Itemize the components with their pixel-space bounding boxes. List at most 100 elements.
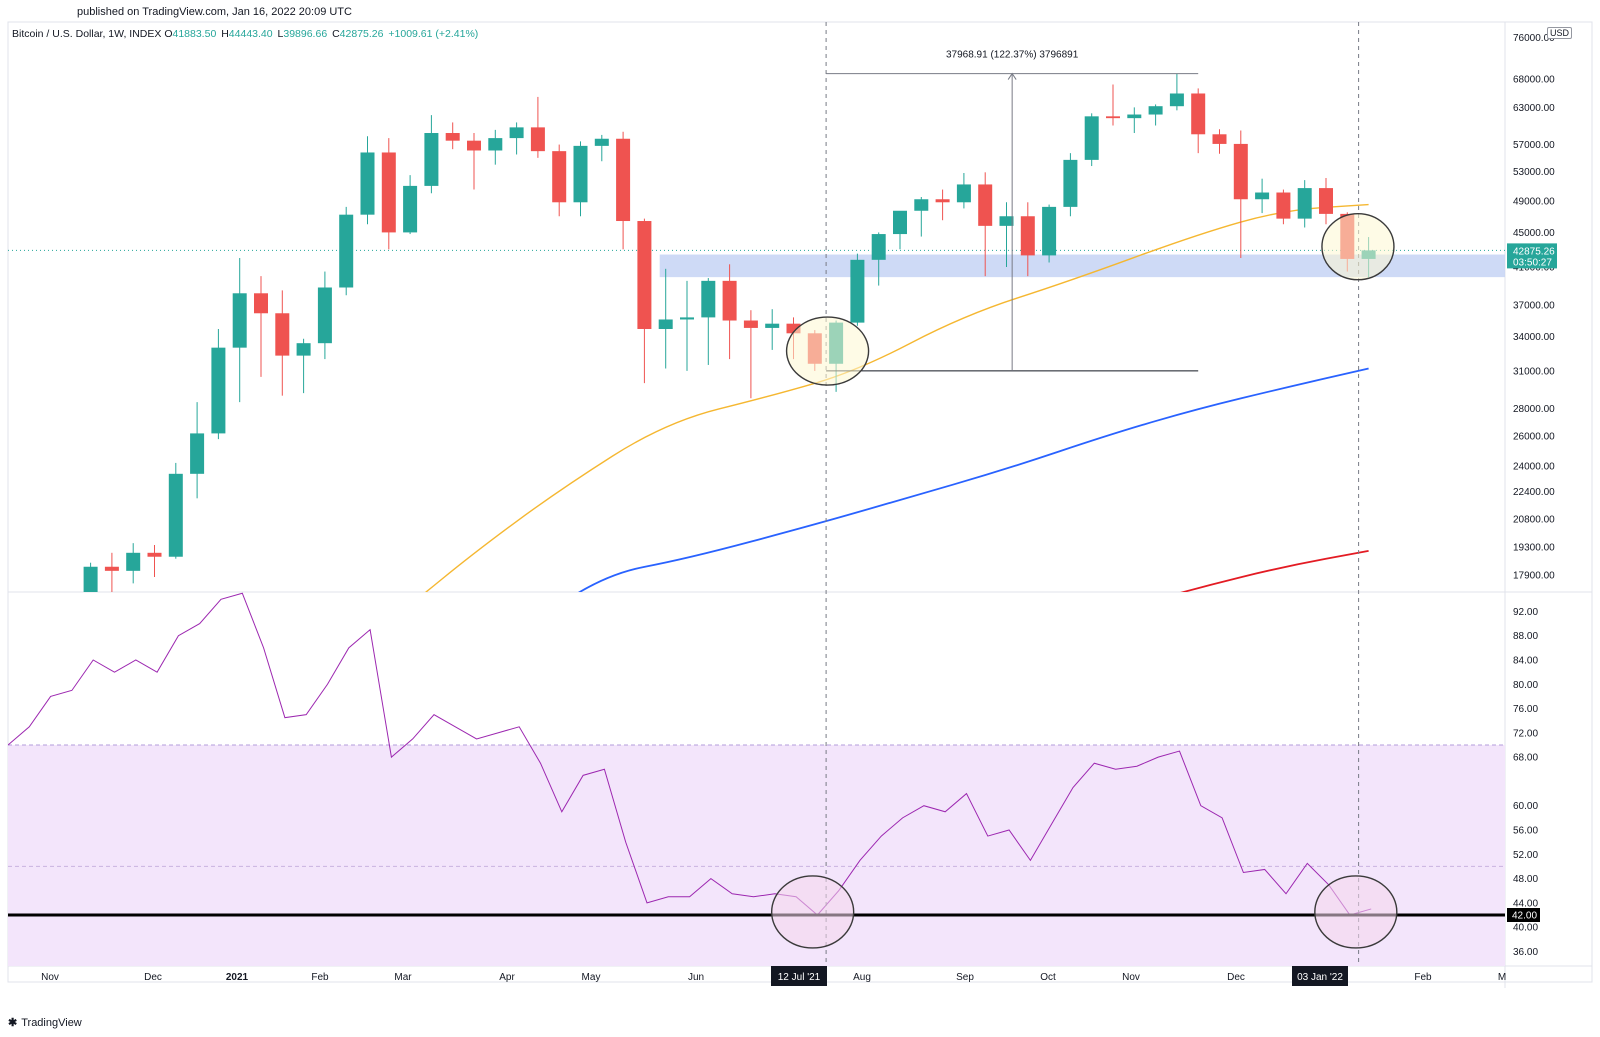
price-tick-label: 76000.00 <box>1513 33 1555 44</box>
candle-body <box>850 259 865 323</box>
candle-body <box>339 214 354 288</box>
candle <box>1212 129 1227 154</box>
time-axis-label: 2021 <box>226 972 249 983</box>
change-value: +1009.61 (+2.41%) <box>388 28 479 40</box>
candle <box>871 232 886 286</box>
time-axis-label: M <box>1498 972 1506 983</box>
candle-body <box>871 234 886 260</box>
candle-body <box>254 293 268 314</box>
candle <box>360 136 375 225</box>
candle-body <box>1169 93 1184 107</box>
tradingview-footer[interactable]: ✱ TradingView <box>8 1016 82 1029</box>
time-axis-label: Sep <box>956 972 974 983</box>
low-value: 39896.66 <box>283 28 328 40</box>
candle <box>317 271 332 360</box>
candle <box>956 173 971 209</box>
candle-body <box>168 473 183 557</box>
candle <box>701 278 716 365</box>
candle <box>978 172 993 277</box>
candle <box>190 402 205 499</box>
candle <box>126 543 141 584</box>
support-zone <box>659 254 1505 278</box>
candle-body <box>637 221 652 329</box>
candle <box>1233 130 1248 259</box>
time-axis-label: Dec <box>1227 972 1245 983</box>
candle-body <box>786 323 801 334</box>
currency-tag[interactable]: USD <box>1547 27 1573 39</box>
price-tick-label: 34000.00 <box>1513 332 1555 343</box>
candle-body <box>126 552 141 571</box>
tradingview-logo-text: TradingView <box>21 1017 82 1029</box>
candle <box>445 122 460 150</box>
price-pane <box>8 73 1505 635</box>
time-axis-label: Dec <box>144 972 162 983</box>
price-tick-label: 20800.00 <box>1513 515 1555 526</box>
price-tick-label: 28000.00 <box>1513 404 1555 415</box>
candle <box>680 280 694 371</box>
candle-body <box>360 152 375 215</box>
candle <box>1169 73 1184 111</box>
candle-body <box>190 433 205 474</box>
candle-body <box>403 185 418 233</box>
highlight-circle-jan22-rsi <box>1314 875 1398 949</box>
candle <box>232 258 247 403</box>
price-tick-label: 45000.00 <box>1513 228 1555 239</box>
rsi-tick-label: 44.00 <box>1513 898 1538 909</box>
candle <box>104 552 119 592</box>
candle-body <box>1319 188 1333 214</box>
price-tick-label: 57000.00 <box>1513 140 1555 151</box>
price-tick-label: 53000.00 <box>1513 167 1555 178</box>
candle <box>1191 88 1206 154</box>
candle <box>1319 177 1333 225</box>
rsi-tick-label: 80.00 <box>1513 680 1538 691</box>
rsi-tick-label: 88.00 <box>1513 631 1538 642</box>
candle-body <box>317 287 332 344</box>
candle-body <box>1084 116 1099 160</box>
last-price-label: 42875.26 <box>1513 246 1555 257</box>
candle-body <box>41 628 55 635</box>
rsi-band <box>8 745 1505 966</box>
rsi-tick-label: 76.00 <box>1513 704 1538 715</box>
candle <box>594 134 609 162</box>
candle <box>147 545 162 578</box>
candle-body <box>1191 93 1206 135</box>
candle-body <box>658 319 673 329</box>
time-axis-label: Apr <box>499 972 515 983</box>
candle <box>850 253 865 326</box>
candle <box>658 268 673 369</box>
close-value: 42875.26 <box>339 28 384 40</box>
candle <box>1276 189 1291 225</box>
rsi-level-label: 42.00 <box>1512 911 1537 922</box>
price-tick-label: 17900.00 <box>1513 570 1555 581</box>
candle-body <box>1127 114 1142 119</box>
time-axis-label: Nov <box>41 972 59 983</box>
time-axis-label: Aug <box>853 972 871 983</box>
candle-body <box>999 216 1014 226</box>
candle-body <box>1063 159 1078 207</box>
candle-body <box>1233 143 1248 200</box>
candle <box>743 310 758 399</box>
price-tick-label: 26000.00 <box>1513 432 1555 443</box>
candle <box>1148 104 1163 126</box>
candle <box>1063 153 1078 217</box>
candle <box>552 144 567 217</box>
price-tick-label: 49000.00 <box>1513 196 1555 207</box>
candle <box>616 131 631 250</box>
highlight-circle-jul21-rsi <box>770 875 855 949</box>
rsi-tick-label: 36.00 <box>1513 947 1538 958</box>
rsi-tick-label: 72.00 <box>1513 728 1538 739</box>
candle <box>381 138 396 250</box>
candle <box>999 202 1014 267</box>
candle-body <box>765 323 780 328</box>
candle <box>424 115 439 194</box>
time-axis-label: Oct <box>1040 972 1056 983</box>
candle-body <box>914 199 929 211</box>
candle-body <box>232 293 247 348</box>
symbol-name[interactable]: Bitcoin / U.S. Dollar, 1W, INDEX <box>12 28 162 40</box>
candle <box>275 290 290 396</box>
time-axis-label: Nov <box>1122 972 1140 983</box>
time-axis-label: May <box>582 972 601 983</box>
candle-body <box>1297 188 1312 219</box>
highlight-circle-jul21-price <box>785 316 870 386</box>
